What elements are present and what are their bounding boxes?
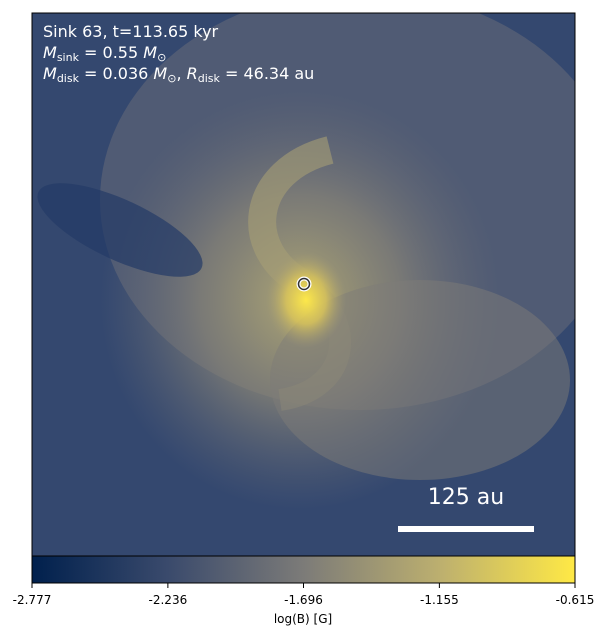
colorbar-label: log(B) [G]: [274, 612, 332, 626]
colorbar-tick-label: -1.155: [420, 593, 459, 607]
scale-bar-label: 125 au: [428, 485, 504, 510]
field-image: [32, 13, 575, 556]
colorbar-tick-label: -0.615: [556, 593, 595, 607]
annotation: Msink = 0.55 M⊙: [43, 43, 166, 64]
colorbar-tick-label: -1.696: [284, 593, 323, 607]
annotation: Sink 63, t=113.65 kyr: [43, 22, 219, 41]
sink-marker-edge: [297, 277, 311, 291]
colorbar: [31, 555, 576, 584]
colorbar-tick-label: -2.236: [149, 593, 188, 607]
colorbar-tick-label: -2.777: [13, 593, 52, 607]
annotation: Mdisk = 0.036 M⊙, Rdisk = 46.34 au: [43, 64, 314, 85]
scale-bar: [398, 526, 534, 532]
